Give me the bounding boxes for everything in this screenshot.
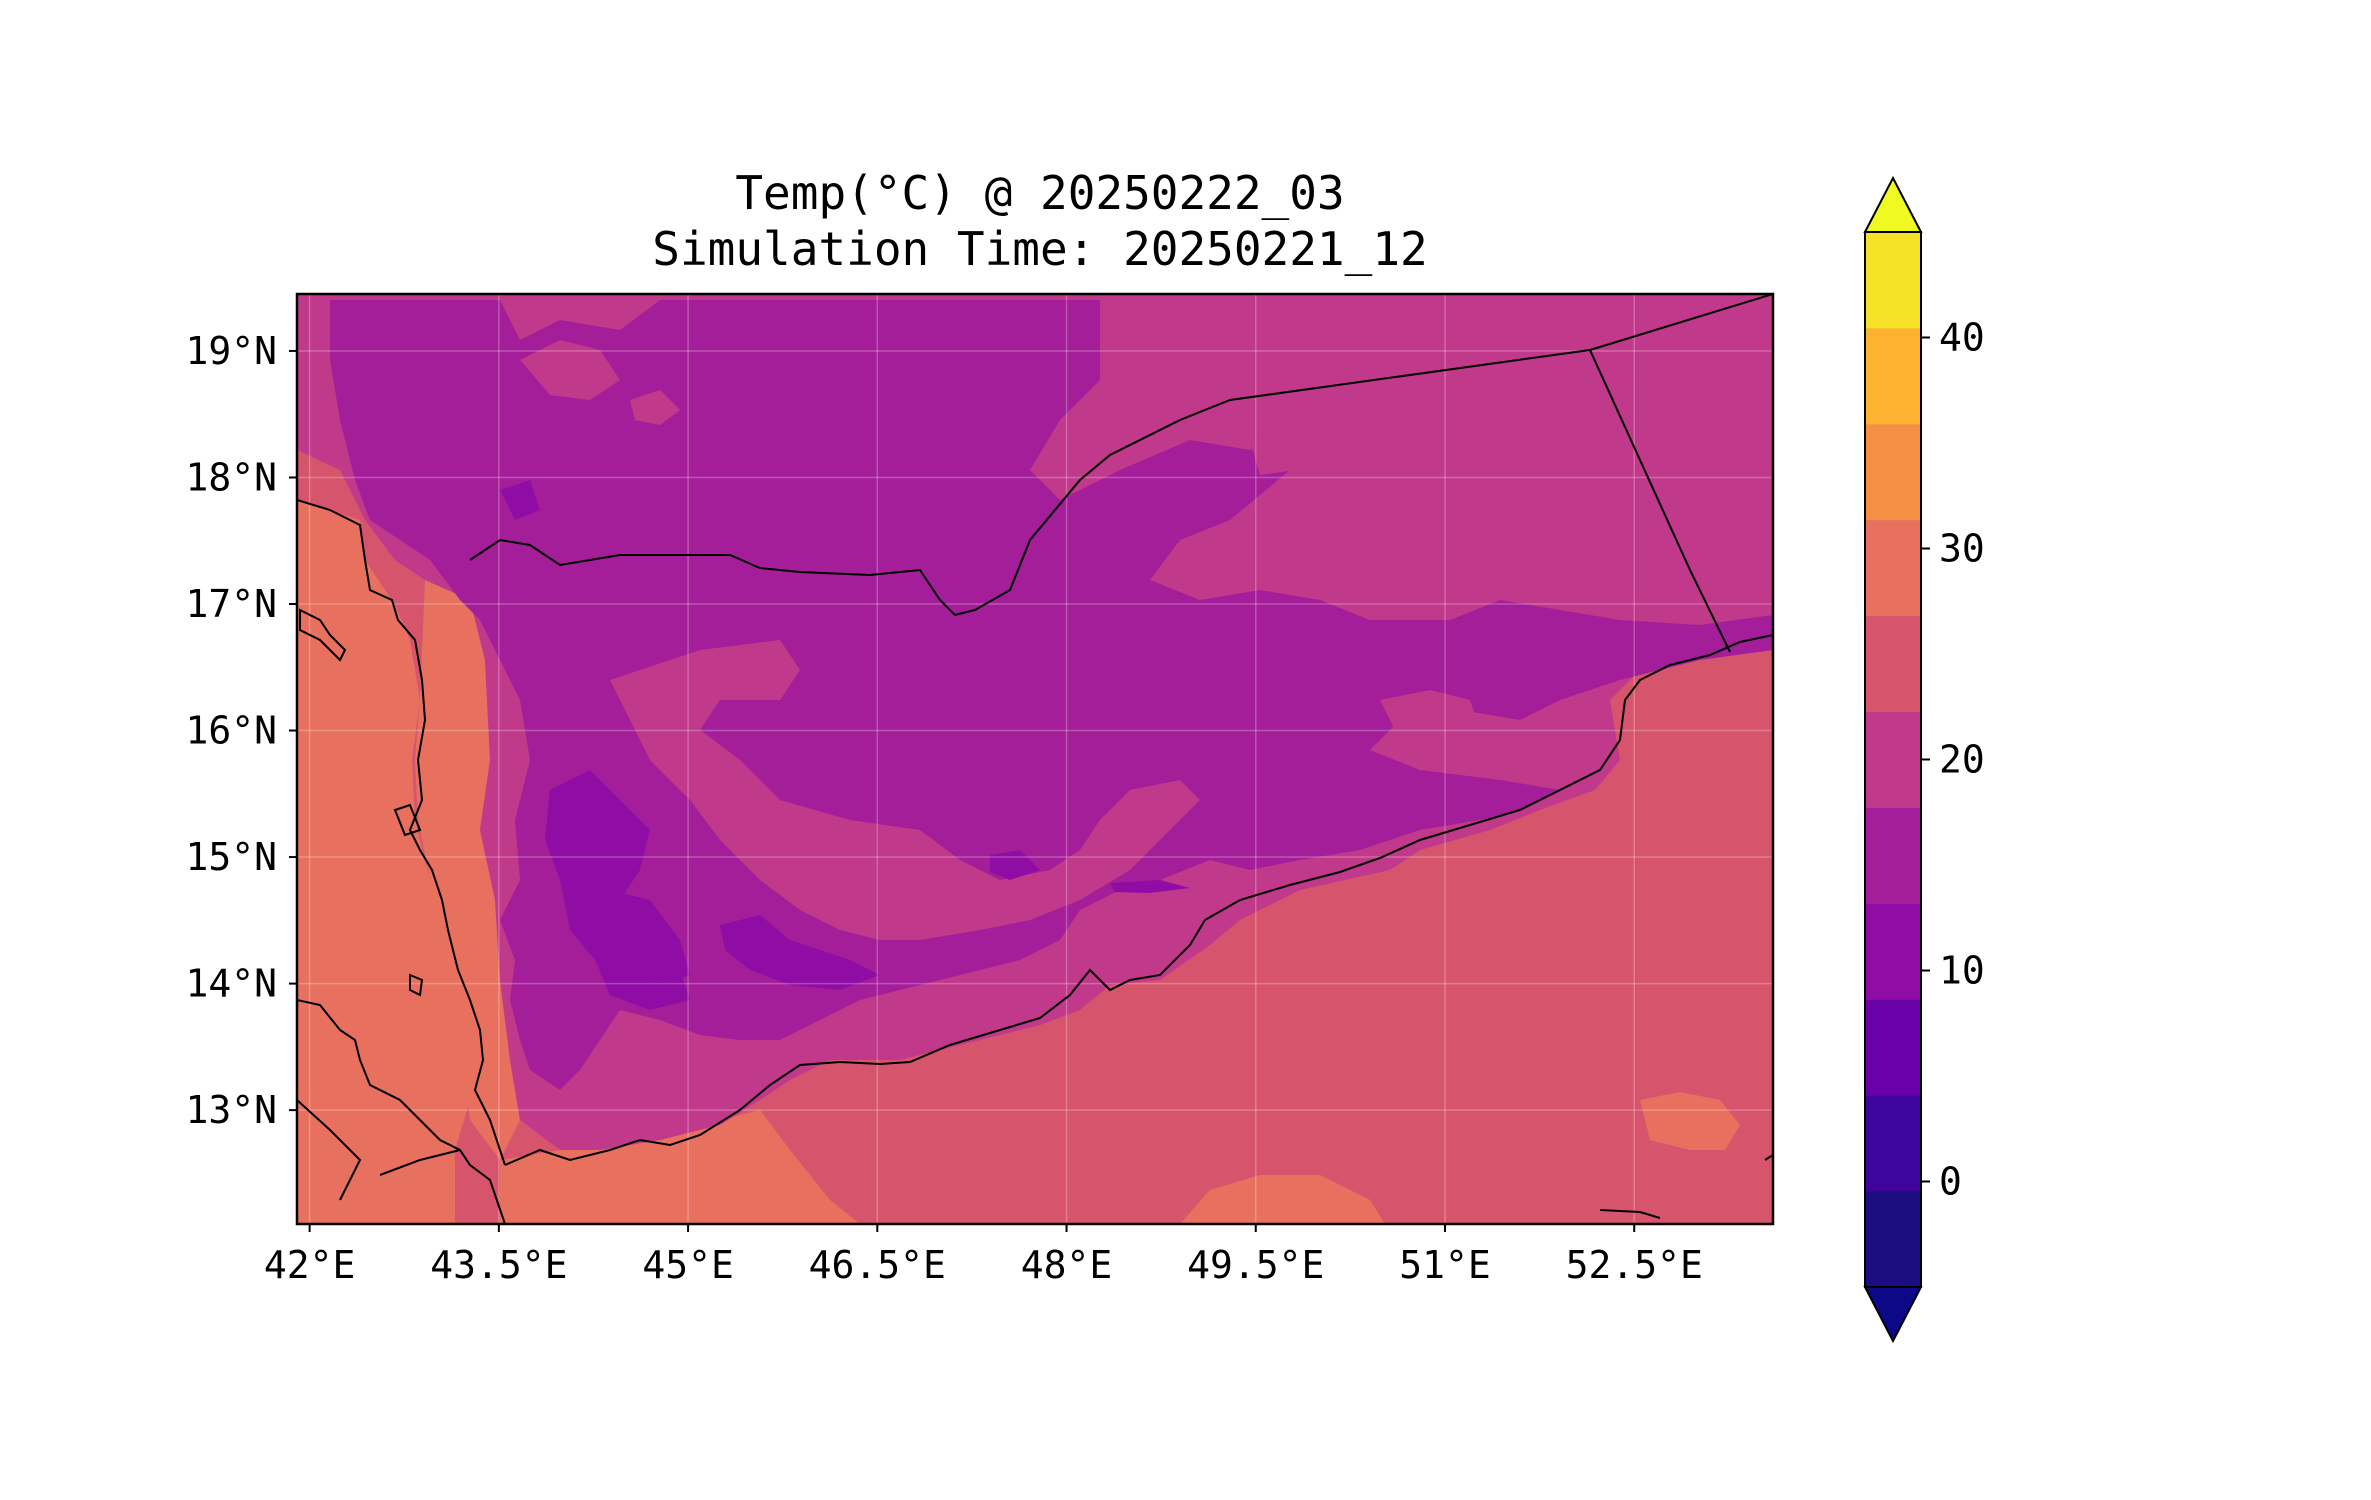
map-axes-frame: [295, 292, 1775, 1226]
colorbar-tick-label: 10: [1939, 949, 1985, 993]
x-tick-label: 51°E: [1399, 1243, 1491, 1287]
cold-pocket-small: [990, 850, 1040, 880]
chart-subtitle: Simulation Time: 20250221_12: [652, 222, 1428, 276]
x-tick-label: 49.5°E: [1187, 1243, 1324, 1287]
colorbar-over-extension: [1863, 175, 1923, 233]
colorbar-segment: [1865, 903, 1921, 1000]
x-tick-label: 43.5°E: [430, 1243, 567, 1287]
socotra-coast: [1599, 1209, 1661, 1219]
coastlines: [297, 499, 1773, 1224]
eastern-warm-patch: [1380, 690, 1480, 745]
colorbar-segment: [1865, 807, 1921, 904]
y-tick-label: 14°N: [185, 962, 277, 1006]
cold-pocket-dhamar: [610, 890, 690, 985]
colorbar-tick-label: 0: [1939, 1160, 1962, 1204]
colorbar-segment: [1865, 711, 1921, 808]
highland-cool-region: [330, 300, 1773, 1090]
yemen-saudi-border: [469, 294, 1773, 617]
country-borders: [297, 294, 1773, 1201]
colorbar-segment: [1865, 232, 1921, 329]
tihama-coastal-strip: [415, 580, 520, 1160]
cold-pocket-sanaa: [545, 770, 690, 1010]
y-tick-label: 17°N: [185, 582, 277, 626]
chart-title: Temp(°C) @ 20250222_03: [735, 166, 1345, 220]
north-warm-patch: [520, 340, 620, 400]
african-coast: [297, 999, 506, 1224]
x-tick-label: 46.5°E: [809, 1243, 946, 1287]
longitude-axis: 42°E 43.5°E 45°E 46.5°E 48°E 49.5°E 51°E 52.5°E: [264, 1224, 1703, 1287]
eritrea-ethiopia-border: [297, 1099, 362, 1201]
cold-pocket-north: [500, 480, 540, 520]
colorbar-segment: [1865, 1191, 1921, 1288]
x-tick-label: 45°E: [642, 1243, 734, 1287]
colorbar-segment: [1865, 519, 1921, 617]
colorbar-segment: [1865, 423, 1921, 521]
cold-pocket-east: [720, 915, 880, 990]
y-tick-label: 13°N: [185, 1088, 277, 1132]
central-warm-island: [610, 640, 1200, 940]
y-tick-label: 16°N: [185, 709, 277, 753]
gulf-of-aden-warm-band: [500, 1110, 860, 1224]
map-gridlines: [297, 294, 1773, 1224]
dahlak-islands: [299, 608, 347, 662]
colorbar-segment: [1865, 615, 1921, 713]
abd-al-kuri-coast: [1764, 1154, 1773, 1161]
south-coast-warm-patch: [1180, 1175, 1385, 1224]
socotra-warm-patch: [1640, 1092, 1740, 1150]
arabian-red-sea-coast: [297, 499, 506, 1166]
colorbar-tick-label: 40: [1939, 316, 1985, 360]
colorbar-segment: [1865, 999, 1921, 1096]
red-sea-warm-region: [297, 500, 475, 1224]
map-plot-area: [297, 294, 1773, 1224]
east-warm-patch-2: [1250, 430, 1300, 475]
temperature-colorbar: 0 10 20 30 40: [1863, 175, 1985, 1344]
y-tick-label: 19°N: [185, 329, 277, 373]
x-tick-label: 48°E: [1021, 1243, 1113, 1287]
yemen-oman-border: [1589, 349, 1731, 653]
kamaran-island: [409, 973, 424, 997]
y-tick-label: 18°N: [185, 455, 277, 499]
colorbar-segment: [1865, 1095, 1921, 1192]
farasan-islands: [393, 803, 422, 837]
x-tick-label: 42°E: [264, 1243, 356, 1287]
colorbar-tick-label: 30: [1939, 527, 1985, 571]
colorbar-segment: [1865, 327, 1921, 425]
north-warm-patch-2: [630, 390, 680, 425]
y-tick-label: 15°N: [185, 835, 277, 879]
cold-pocket-ridge: [1110, 880, 1190, 893]
colorbar-tick-label: 20: [1939, 738, 1985, 782]
colorbar-under-extension: [1863, 1286, 1923, 1344]
gulf-of-aden-north-coast: [504, 634, 1773, 1166]
latitude-axis: 13°N 14°N 15°N 16°N 17°N 18°N 19°N: [185, 329, 297, 1132]
x-tick-label: 52.5°E: [1566, 1243, 1703, 1287]
djibouti-border: [379, 1149, 461, 1176]
